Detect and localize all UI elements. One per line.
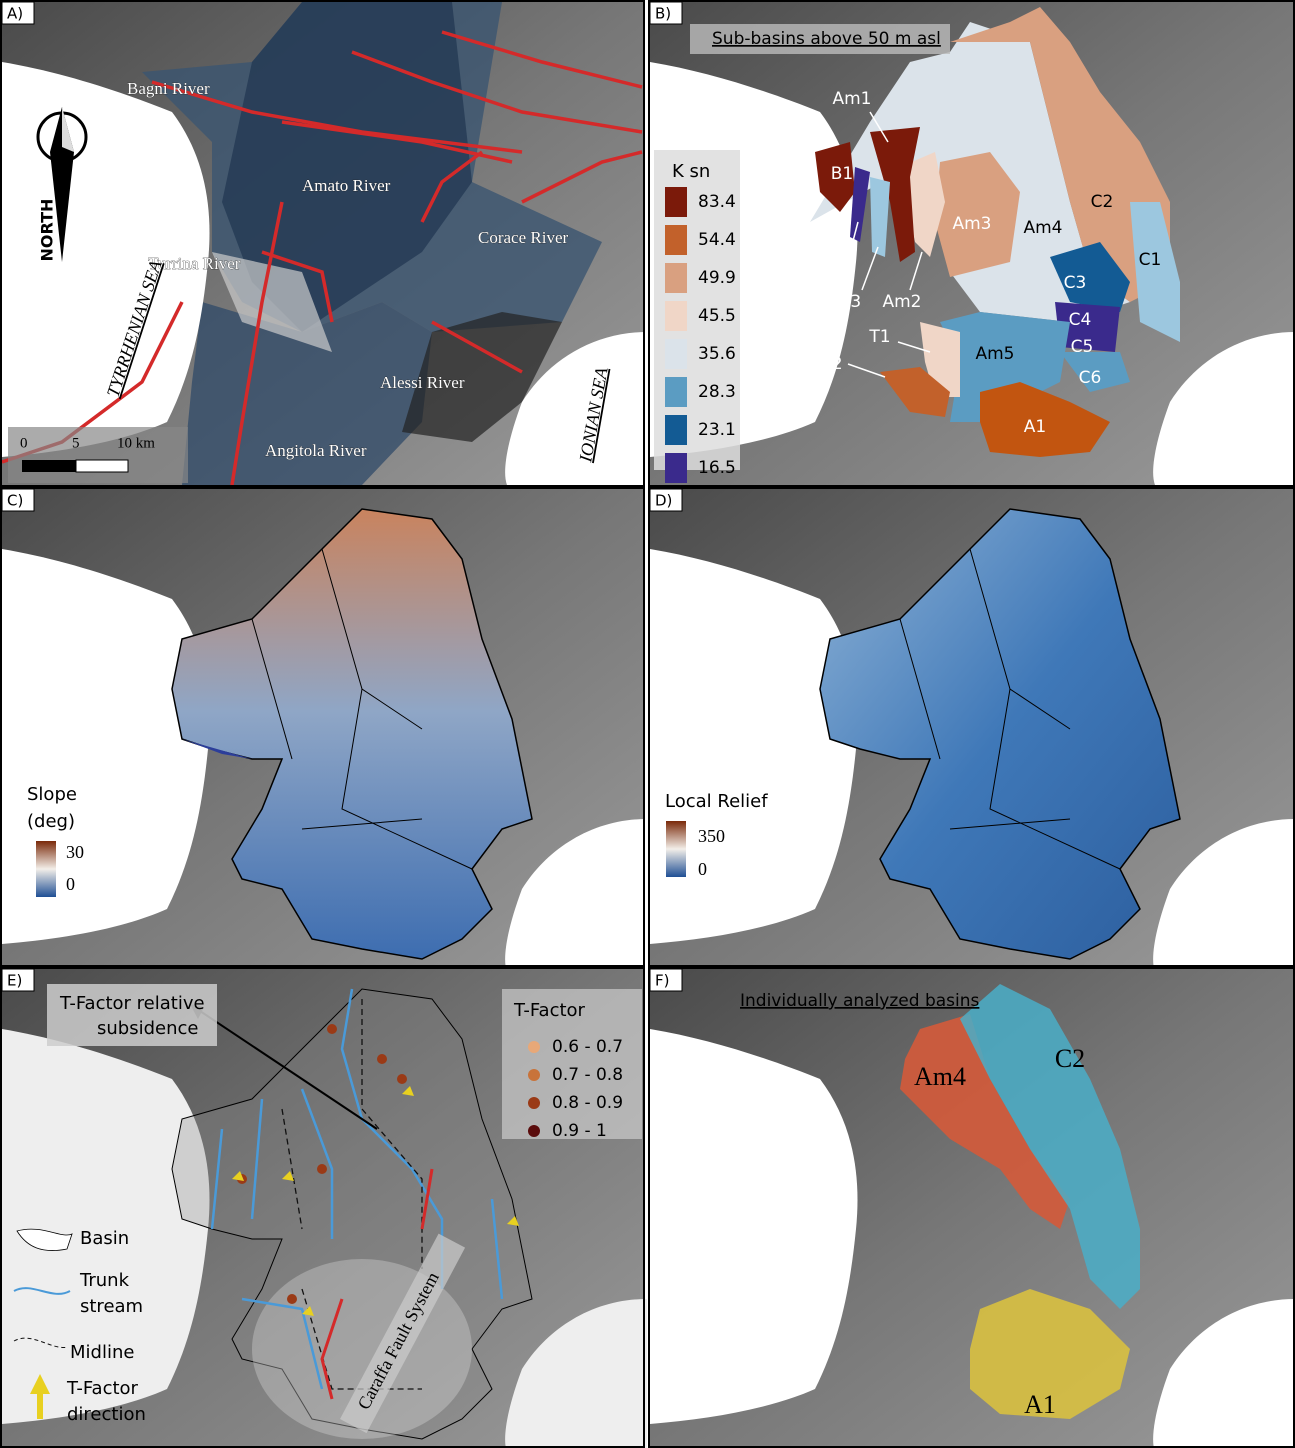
basin-label: B2 [825,262,847,282]
legend-swatch [665,263,687,293]
basin-label: Am2 [882,292,921,312]
panel-e: T-Factor relative subsidence T-Factor 0.… [2,969,647,1448]
legend-swatch [665,377,687,407]
basin-label: T1 [868,327,890,347]
panel-label: B) [655,5,671,23]
annotation: subsidence [97,1018,198,1039]
legend-label: 54.4 [698,230,736,250]
legend-label: 83.4 [698,192,736,212]
key-label: T-Factor [66,1378,139,1399]
legend-label: 28.3 [698,382,736,402]
basin-label: Am4 [914,1062,966,1091]
panel-title: Sub-basins above 50 m asl [712,29,941,49]
legend-title: Slope [27,784,77,805]
river-label: Alessi River [380,373,465,392]
legend-label: 0.8 - 0.9 [552,1093,623,1113]
legend-swatch [665,225,687,255]
legend-label: 35.6 [698,344,736,364]
basin-label: C5 [1071,337,1094,357]
figure: Bagni River Amato River Corace River Tur… [0,0,1295,1448]
basin-label: A1 [1024,1390,1056,1419]
legend-label: 0.6 - 0.7 [552,1037,623,1057]
basin-label: C2 [1091,192,1114,212]
panel-label: F) [655,972,669,990]
panel-label: D) [655,492,672,510]
legend-swatch [665,339,687,369]
basin-label: B1 [831,164,853,184]
basin-label: Am4 [1023,218,1062,238]
panel-title: Individually analyzed basins [740,991,980,1011]
key-label: stream [80,1296,143,1317]
legend-swatch [665,415,687,445]
legend-swatch [528,1069,540,1081]
legend-swatch [528,1125,540,1137]
legend-label: 0.9 - 1 [552,1121,607,1141]
river-label: Corace River [478,228,568,247]
scale-label: 10 km [117,435,155,451]
basin-label: C2 [1055,1044,1085,1073]
basin-label: C6 [1079,368,1102,388]
basin-label: B3 [839,292,861,312]
annotation: T-Factor relative [59,993,205,1014]
legend-label: 0.7 - 0.8 [552,1065,623,1085]
legend-title: (deg) [27,811,75,832]
colorbar [36,841,56,897]
colorbar-label: 350 [698,826,725,846]
legend-title: Local Relief [665,791,768,812]
panel-label: A) [7,5,23,23]
panel-b: Sub-basins above 50 m asl K sn 83.4 54.4 4… [650,2,1295,485]
river-label: Amato River [302,176,391,195]
panel-c: Slope (deg) 30 0 C) [2,489,647,972]
basin-label: T2 [820,354,842,374]
panel-label: E) [7,972,22,990]
legend-label: 23.1 [698,420,736,440]
key-label: Midline [70,1342,134,1363]
legend-title: T-Factor [513,1000,586,1021]
legend-swatch [528,1041,540,1053]
legend-swatch [665,301,687,331]
colorbar-label: 0 [698,859,707,879]
panel-d: Local Relief 350 0 D) [650,489,1295,972]
basin-label: C1 [1139,250,1162,270]
basin-label: A1 [1024,417,1046,437]
north-label: NORTH [38,199,57,262]
scale-label: 0 [20,435,28,451]
basin-label: C3 [1064,273,1087,293]
panel-a: Bagni River Amato River Corace River Tur… [2,2,647,485]
legend-label: 49.9 [698,268,736,288]
river-label: Angitola River [265,441,367,460]
basin-label: Am3 [952,214,991,234]
panel-label: C) [7,492,23,510]
colorbar-label: 30 [66,842,84,862]
colorbar-label: 0 [66,874,75,894]
legend-swatch [528,1097,540,1109]
legend-label: 45.5 [698,306,736,326]
legend-title: K sn [672,161,710,182]
legend-swatch [665,453,687,483]
panel-f: Individually analyzed basins Am4 C2 A1 F… [650,969,1295,1448]
key-label: Trunk [79,1270,130,1291]
basin-label: Am5 [975,344,1014,364]
key-label: direction [67,1404,146,1425]
key-label: Basin [80,1228,129,1249]
scale-label: 5 [72,435,80,451]
colorbar [666,821,686,877]
legend-label: 16.5 [698,458,736,478]
basin-label: Am1 [832,89,871,109]
basin-label: C4 [1069,310,1092,330]
legend-swatch [665,187,687,217]
river-label: Bagni River [127,79,210,98]
